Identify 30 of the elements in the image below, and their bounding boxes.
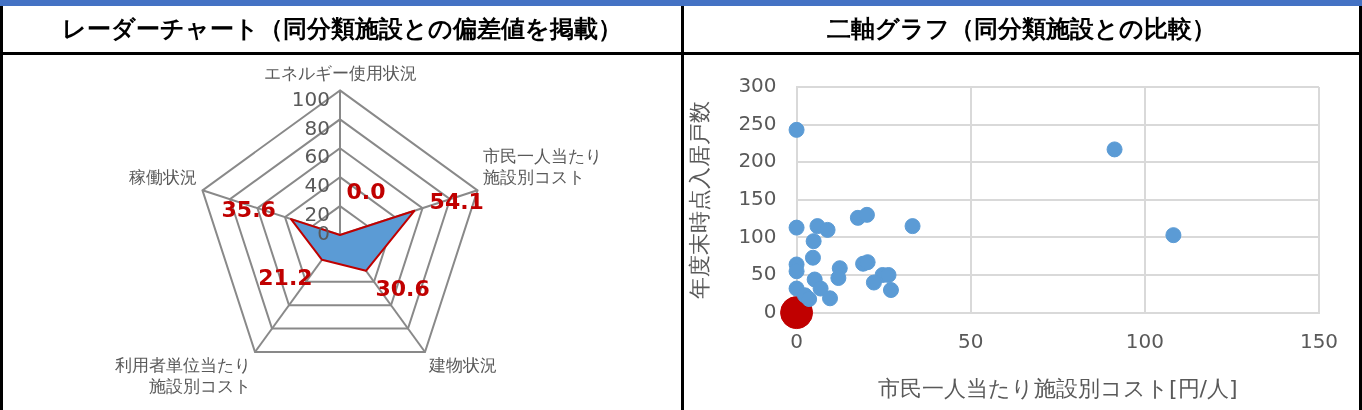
x-tick-label: 150: [1299, 328, 1339, 353]
y-tick-label: 200: [738, 148, 777, 173]
y-tick-label: 20: [304, 202, 330, 227]
x-axis-title: 市民一人当たり施設別コスト[円/人]: [878, 375, 1238, 401]
x-tick-label: 0: [790, 328, 803, 353]
y-tick-label: 0: [763, 298, 777, 323]
y-tick-label: 80: [304, 115, 330, 140]
y-tick-label: 100: [291, 86, 330, 111]
spoke-label: 利用者単位当たり施設別コスト: [115, 355, 252, 396]
spoke-label: 建物状況: [427, 355, 497, 376]
y-tick-label: 50: [751, 261, 777, 286]
x-tick-label: 50: [957, 328, 984, 353]
spoke-label: エネルギー使用状況: [263, 62, 417, 83]
y-tick-label: 250: [738, 110, 777, 135]
y-tick-label: 60: [304, 144, 330, 169]
text: 30.6: [375, 275, 430, 301]
y-tick-label: 300: [738, 73, 777, 98]
text: 35.6: [221, 197, 276, 223]
text: 54.1: [429, 189, 484, 215]
x-tick-label: 100: [1125, 328, 1164, 353]
y-tick-label: 100: [738, 223, 777, 248]
y-tick-label: 40: [304, 173, 330, 198]
chart-title: 二軸グラフ（同分類施設との比較）: [684, 6, 1359, 55]
spoke-label: 市民一人当たり施設別コスト: [483, 146, 603, 187]
text: 0.0: [346, 178, 386, 204]
spoke-label: 稼働状況: [128, 166, 197, 187]
chart-title: レーダーチャート（同分類施設との偏差値を掲載）: [3, 6, 681, 55]
y-axis-title: 年度末時点入居戸数: [686, 100, 712, 299]
y-tick-label: 150: [738, 186, 777, 210]
text: 21.2: [258, 264, 313, 290]
